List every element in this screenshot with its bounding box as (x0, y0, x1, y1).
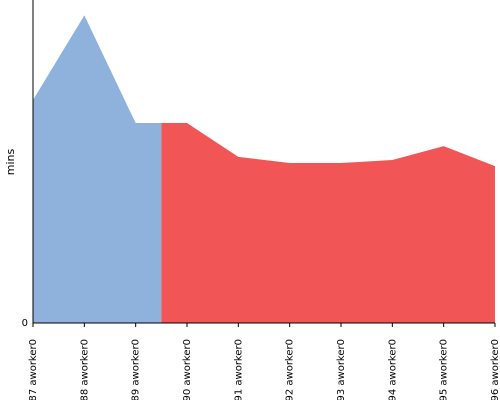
x-tick-label: #92 aworker0 (285, 339, 296, 400)
area-series-group (33, 15, 496, 324)
y-axis-label: mins (4, 148, 17, 175)
y-tick-label-zero: 0 (22, 318, 28, 329)
x-tick-label: #93 aworker0 (336, 339, 347, 400)
x-tick-label: #90 aworker0 (182, 339, 193, 400)
x-tick-label: #96 aworker0 (490, 339, 500, 400)
area-segment-0 (33, 15, 162, 324)
x-tick-label: #94 aworker0 (387, 339, 398, 400)
x-tick-label: #95 aworker0 (439, 339, 450, 400)
area-segment-1 (161, 123, 496, 323)
x-tick-label: #88 aworker0 (79, 339, 90, 400)
x-tick-label: #91 aworker0 (233, 339, 244, 400)
x-tick-label: #87 aworker0 (28, 339, 39, 400)
x-tick-label: #89 aworker0 (131, 339, 142, 400)
x-tick-group: #87 aworker0 #88 aworker0 #89 aworker0 #90 … (28, 323, 500, 400)
